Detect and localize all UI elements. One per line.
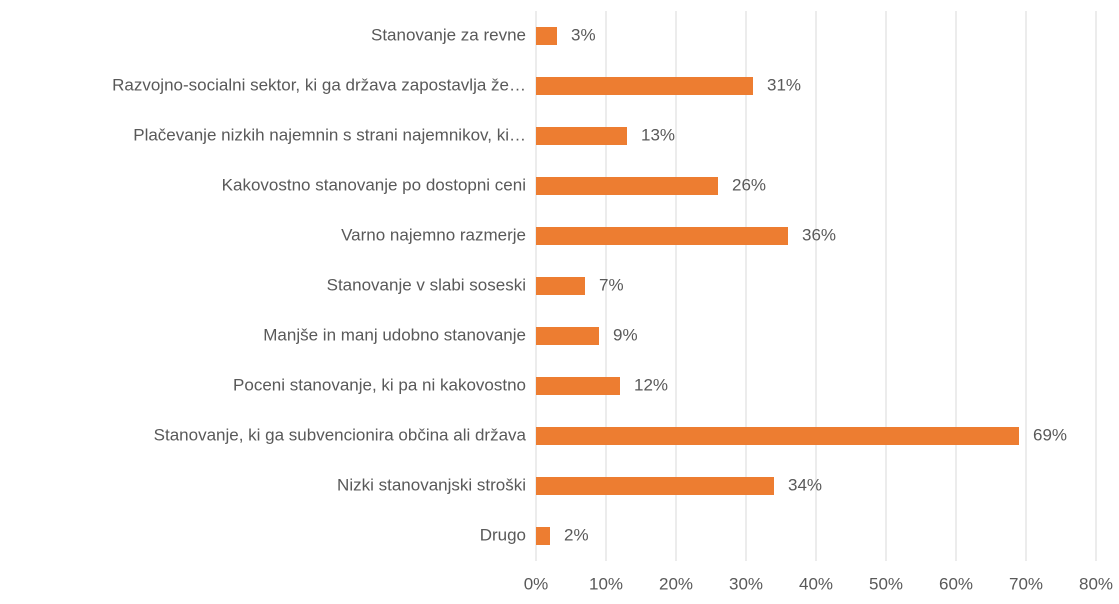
y-tick-label: Nizki stanovanjski stroški: [337, 475, 526, 494]
bar: [536, 227, 788, 245]
value-label: 3%: [571, 25, 596, 44]
x-tick-label: 60%: [939, 574, 973, 593]
value-label: 36%: [802, 225, 836, 244]
bar: [536, 177, 718, 195]
value-label: 34%: [788, 475, 822, 494]
y-tick-label: Kakovostno stanovanje po dostopni ceni: [222, 175, 526, 194]
y-tick-label: Drugo: [480, 525, 526, 544]
value-label: 13%: [641, 125, 675, 144]
value-label: 31%: [767, 75, 801, 94]
x-tick-label: 30%: [729, 574, 763, 593]
bar: [536, 277, 585, 295]
value-label: 7%: [599, 275, 624, 294]
bar: [536, 77, 753, 95]
y-tick-label: Stanovanje za revne: [371, 25, 526, 44]
x-tick-label: 10%: [589, 574, 623, 593]
y-tick-label: Manjše in manj udobno stanovanje: [263, 325, 526, 344]
bar: [536, 427, 1019, 445]
value-label: 12%: [634, 375, 668, 394]
x-tick-label: 70%: [1009, 574, 1043, 593]
y-tick-label: Plačevanje nizkih najemnin s strani naje…: [133, 125, 526, 144]
x-tick-label: 40%: [799, 574, 833, 593]
x-tick-label: 80%: [1079, 574, 1113, 593]
bar: [536, 127, 627, 145]
value-label: 69%: [1033, 425, 1067, 444]
y-tick-label: Razvojno-socialni sektor, ki ga država z…: [112, 75, 526, 94]
bar: [536, 477, 774, 495]
x-tick-label: 20%: [659, 574, 693, 593]
y-tick-label: Varno najemno razmerje: [341, 225, 526, 244]
value-label: 2%: [564, 525, 589, 544]
y-tick-label: Stanovanje, ki ga subvencionira občina a…: [154, 425, 527, 444]
bar: [536, 377, 620, 395]
bar: [536, 527, 550, 545]
bar: [536, 327, 599, 345]
y-tick-label: Stanovanje v slabi soseski: [327, 275, 526, 294]
x-tick-label: 0%: [524, 574, 549, 593]
bar: [536, 27, 557, 45]
x-tick-label: 50%: [869, 574, 903, 593]
value-label: 9%: [613, 325, 638, 344]
y-tick-label: Poceni stanovanje, ki pa ni kakovostno: [233, 375, 526, 394]
value-label: 26%: [732, 175, 766, 194]
